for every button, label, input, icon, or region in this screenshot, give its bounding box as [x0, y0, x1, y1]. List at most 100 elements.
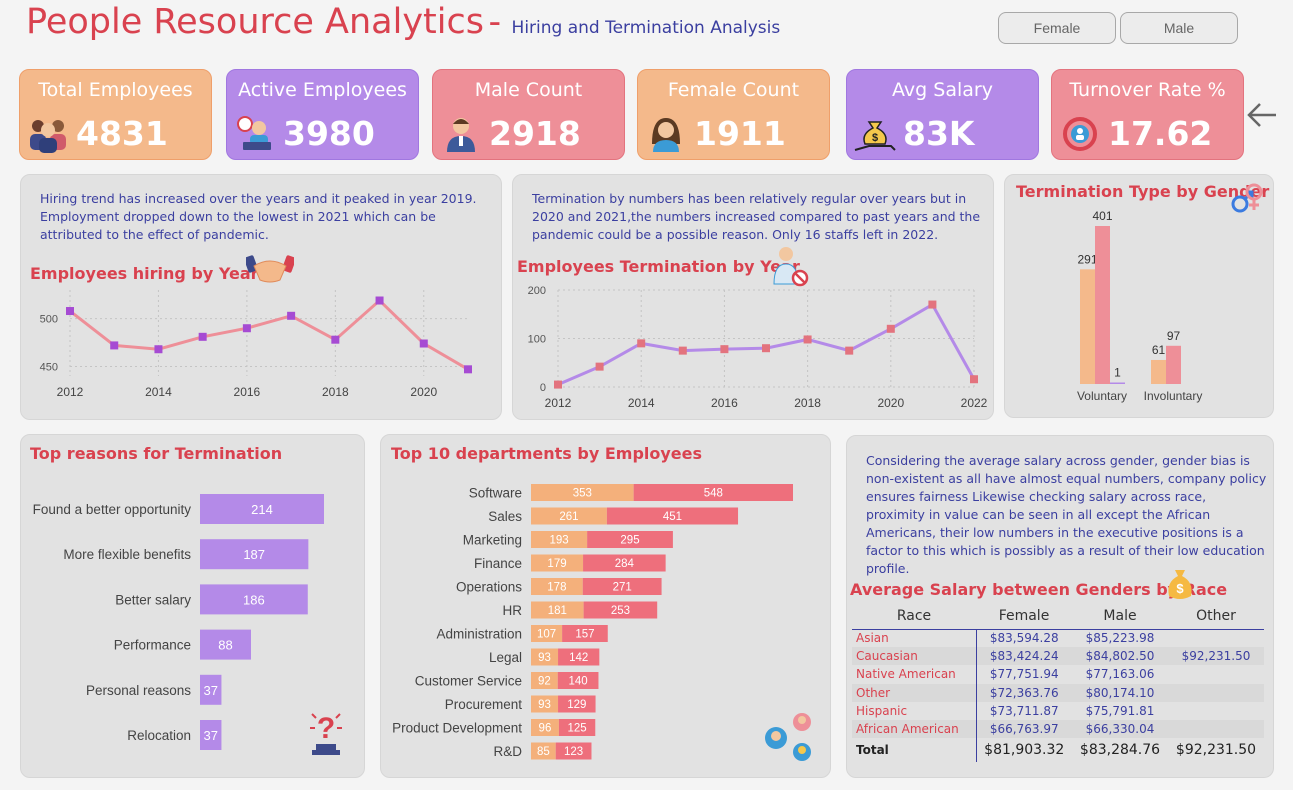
bar-segment[interactable] — [531, 601, 584, 619]
svg-text:$: $ — [1176, 581, 1184, 596]
bar-segment[interactable] — [531, 531, 588, 548]
bar-segment[interactable] — [587, 531, 673, 548]
data-point[interactable] — [970, 375, 978, 384]
data-point[interactable] — [331, 335, 340, 344]
race-cell: Caucasian — [852, 647, 977, 666]
data-point[interactable] — [154, 345, 163, 354]
bar[interactable] — [200, 674, 222, 705]
data-point[interactable] — [375, 296, 384, 305]
data-point[interactable] — [928, 300, 937, 309]
kpi-avg-salary: Avg Salary $ 83K — [846, 69, 1039, 160]
bar-value-label: 284 — [615, 558, 635, 570]
kpi-value: 4831 — [76, 114, 168, 153]
male-salary-cell: $66,330.04 — [1072, 719, 1168, 739]
bar-value-label: 181 — [548, 605, 567, 617]
data-point[interactable] — [554, 380, 562, 389]
kpi-label: Total Employees — [38, 79, 193, 101]
bar-segment[interactable] — [558, 695, 596, 713]
bar[interactable] — [1095, 226, 1110, 384]
category-label: Sales — [488, 509, 522, 524]
column-header-race[interactable]: Race — [852, 603, 976, 630]
bar[interactable] — [200, 539, 309, 570]
category-label: Performance — [114, 638, 191, 653]
data-point[interactable] — [419, 339, 428, 348]
other-salary-cell — [1168, 665, 1264, 683]
bar-segment[interactable] — [633, 484, 793, 501]
female-salary-cell: $66,763.97 — [976, 719, 1072, 739]
bar-segment[interactable] — [531, 578, 583, 595]
bar[interactable] — [1151, 359, 1166, 384]
bar-segment[interactable] — [531, 507, 607, 525]
y-tick-label: 500 — [40, 314, 58, 326]
bar-segment[interactable] — [558, 719, 596, 736]
column-header-male[interactable]: Male — [1072, 603, 1168, 630]
data-point[interactable] — [242, 324, 251, 333]
category-label: Procurement — [445, 697, 523, 712]
bar-segment[interactable] — [531, 742, 556, 760]
bar[interactable] — [1110, 382, 1125, 385]
column-header-female[interactable]: Female — [976, 603, 1072, 630]
bar-value-label: 93 — [538, 699, 551, 711]
data-point[interactable] — [637, 339, 646, 348]
data-point[interactable] — [464, 365, 472, 374]
departments-chart-title: Top 10 departments by Employees — [391, 444, 703, 463]
bar-segment[interactable] — [582, 578, 662, 595]
data-point[interactable] — [66, 307, 74, 316]
female-salary-cell: $83,594.28 — [989, 631, 1059, 646]
slicer-female-button[interactable]: Female — [998, 12, 1116, 44]
data-point[interactable] — [720, 345, 729, 354]
bar-segment[interactable] — [555, 742, 592, 760]
bar[interactable] — [200, 629, 251, 660]
data-point[interactable] — [803, 335, 812, 344]
x-tick-label: 2012 — [545, 396, 572, 410]
bar-segment[interactable] — [583, 601, 658, 619]
column-header-other[interactable]: Other — [1168, 603, 1264, 630]
x-tick-label: 2022 — [961, 396, 988, 410]
data-point[interactable] — [595, 362, 604, 371]
category-label: Relocation — [127, 728, 191, 743]
bar[interactable] — [1080, 269, 1095, 384]
bar[interactable] — [200, 584, 308, 615]
bar-segment[interactable] — [531, 695, 559, 713]
back-arrow-icon[interactable] — [1246, 100, 1278, 130]
bar-value-label: 93 — [538, 652, 551, 664]
bar-segment[interactable] — [606, 507, 739, 525]
slicer-male-button[interactable]: Male — [1120, 12, 1238, 44]
bar[interactable] — [200, 720, 222, 750]
x-tick-label: 2020 — [410, 385, 437, 399]
data-point[interactable] — [762, 344, 770, 353]
data-point[interactable] — [845, 346, 854, 355]
bar[interactable] — [200, 494, 324, 524]
bar-value-label: 107 — [537, 629, 556, 641]
bar-segment[interactable] — [531, 484, 634, 501]
bar-segment[interactable] — [558, 648, 600, 666]
bar-segment[interactable] — [531, 719, 559, 736]
kpi-value: 2918 — [489, 114, 581, 153]
kpi-active-employees: Active Employees 3980 — [226, 69, 419, 160]
data-point[interactable] — [678, 346, 687, 355]
bar-segment[interactable] — [583, 554, 666, 572]
data-point[interactable] — [886, 324, 895, 333]
bar-segment[interactable] — [562, 625, 608, 642]
bar-value-label: 37 — [203, 683, 217, 698]
total-label: Total — [852, 738, 977, 763]
data-point[interactable] — [287, 311, 296, 320]
race-cell: Native American — [852, 665, 977, 684]
male-salary-cell: $85,223.98 — [1085, 631, 1155, 646]
bar-segment[interactable] — [531, 648, 559, 666]
data-point[interactable] — [110, 341, 119, 350]
bar-segment[interactable] — [531, 625, 563, 642]
bar-value-label: 271 — [613, 582, 632, 594]
termination-panel — [512, 174, 994, 420]
race-cell: Other — [852, 683, 977, 702]
bar-segment[interactable] — [531, 672, 558, 689]
bar-segment[interactable] — [557, 672, 599, 689]
bar-segment[interactable] — [531, 554, 584, 572]
money-bag-icon: $ — [1168, 570, 1192, 599]
category-label: Legal — [489, 650, 522, 665]
reasons-chart-title: Top reasons for Termination — [30, 444, 283, 463]
money-bag-hand-icon: $ — [854, 121, 896, 151]
data-point[interactable] — [198, 332, 207, 341]
bar[interactable] — [1166, 345, 1181, 384]
male-salary-cell: $77,163.06 — [1085, 667, 1155, 682]
